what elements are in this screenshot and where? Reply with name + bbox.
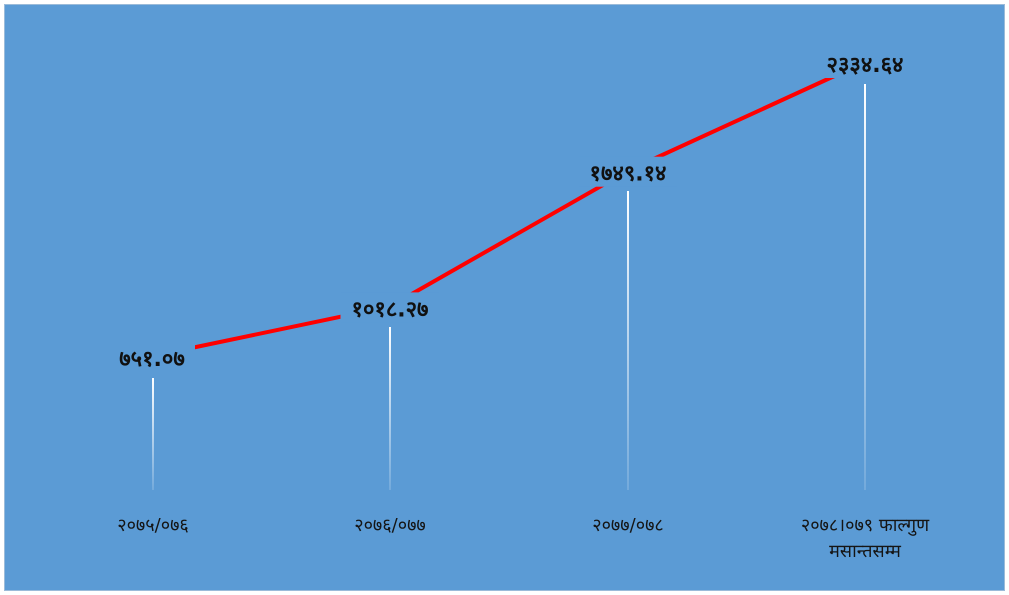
drop-line [389, 327, 391, 490]
series-line [152, 60, 866, 358]
x-tick-label: २०७६/०७७ [354, 515, 426, 536]
x-tick-label: मसान्तसम्म [829, 541, 902, 562]
data-label: २३३४.६४ [827, 53, 904, 78]
drop-line [152, 378, 154, 490]
data-label-bg [815, 48, 915, 78]
data-label-bg [340, 292, 440, 323]
data-label: ७५१.०७ [119, 347, 185, 372]
x-tick-label: २०७५/०७६ [117, 515, 189, 536]
drop-line [627, 191, 629, 490]
data-label-bg [578, 156, 678, 187]
drop-line [864, 84, 866, 490]
x-tick-label: २०७८।०७९ फाल्गुण [801, 515, 930, 536]
chart-area [4, 4, 1005, 591]
x-tick-label: २०७७/०७८ [592, 515, 664, 536]
data-label: १०१८.२७ [352, 297, 429, 322]
data-label: १७४९.१४ [590, 162, 667, 187]
data-label-bg [109, 342, 195, 372]
